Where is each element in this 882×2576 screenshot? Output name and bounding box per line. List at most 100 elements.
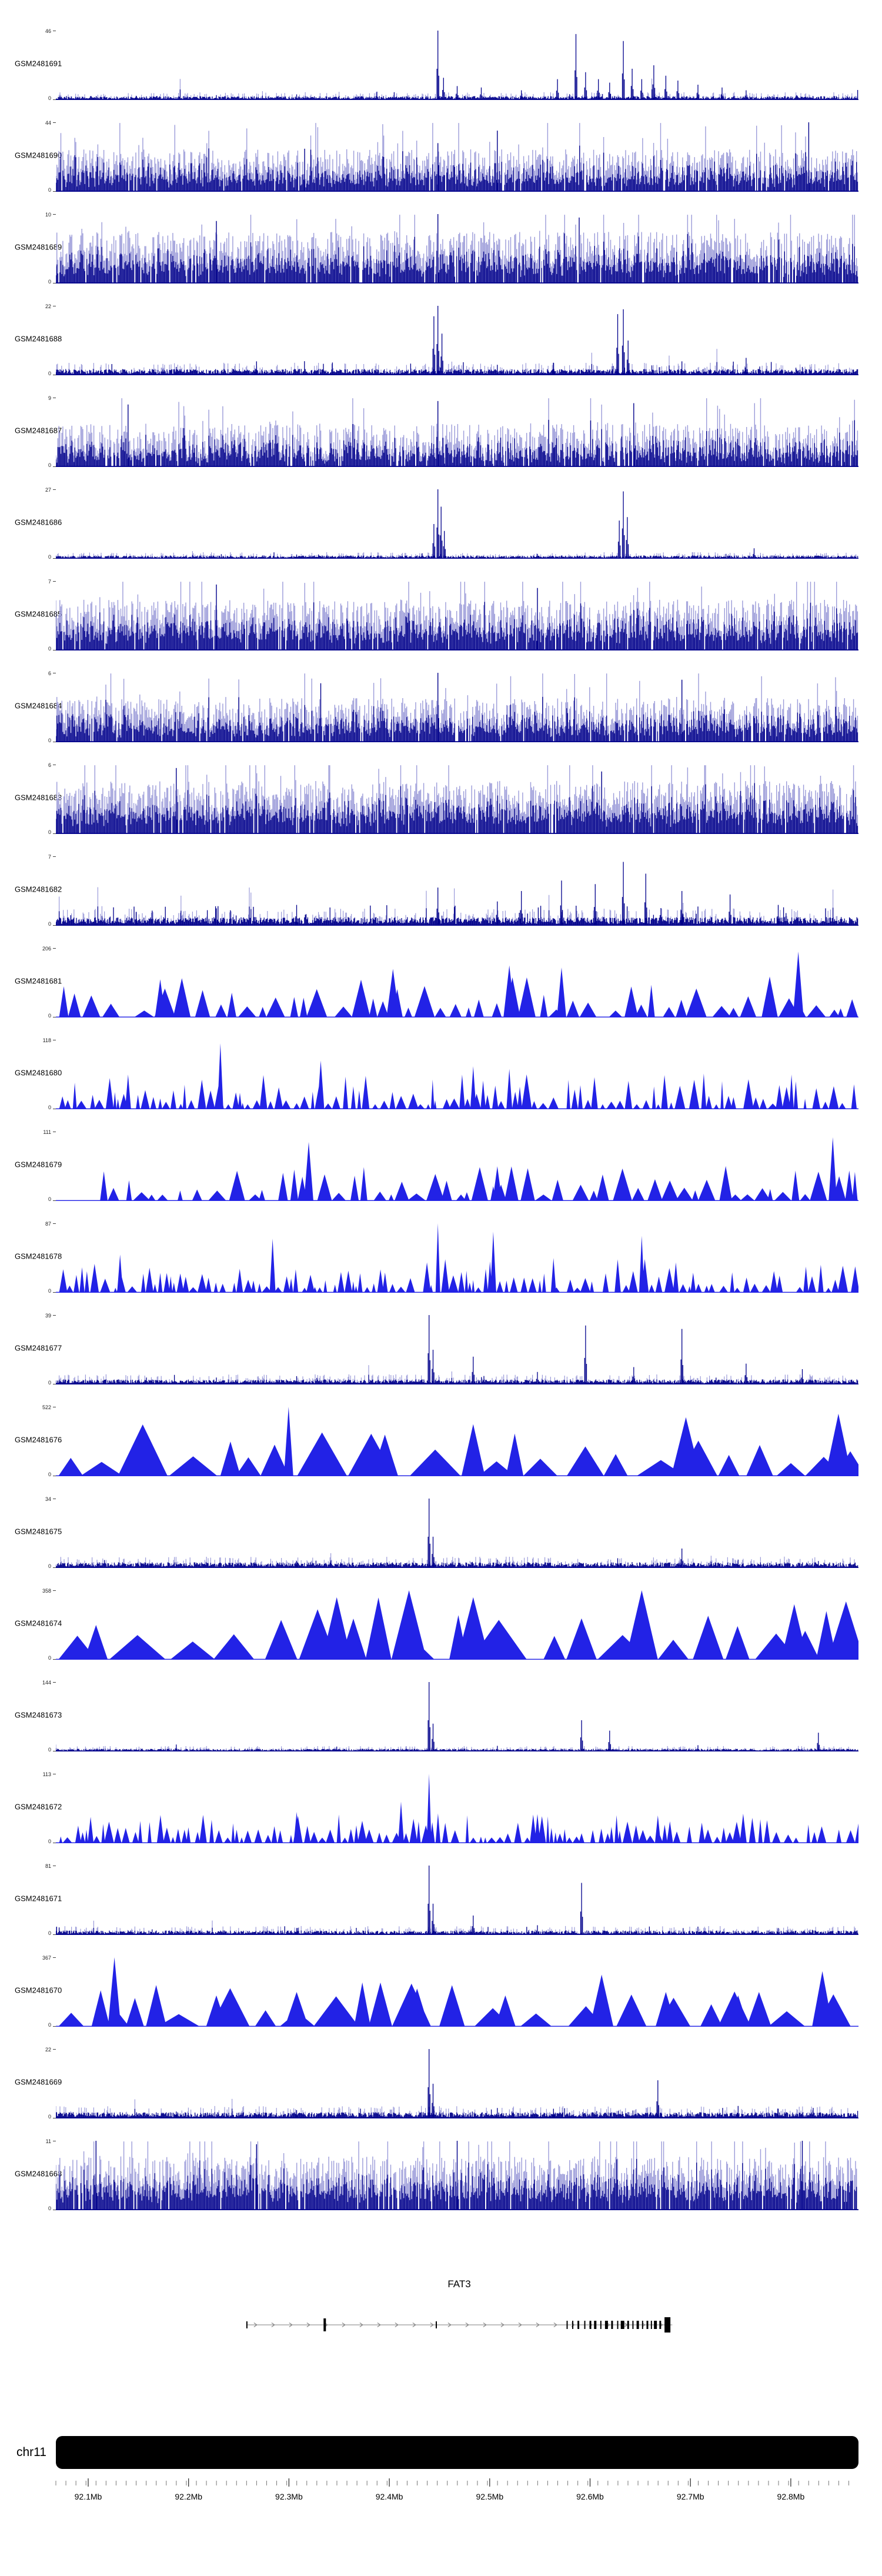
y-axis-tick-top xyxy=(53,948,56,949)
track-ymax-label: 144 xyxy=(42,1680,51,1686)
track-ymax-label: 46 xyxy=(45,28,51,34)
track-ymin-label: 0 xyxy=(48,829,51,835)
track-label: GSM2481680 xyxy=(15,1068,62,1077)
track-ymax-label: 358 xyxy=(42,1588,51,1594)
track-ymin-label: 0 xyxy=(48,921,51,927)
ruler-label: 92.3Mb xyxy=(275,2492,303,2501)
track-signal xyxy=(56,1315,858,1384)
track-label: GSM2481682 xyxy=(15,885,62,894)
gene-exons xyxy=(246,2317,671,2333)
gene-annotation-section: FAT3 xyxy=(0,2220,882,2341)
track-ymin-label: 0 xyxy=(48,1196,51,1202)
track-label: GSM2481674 xyxy=(15,1619,62,1628)
track-ymin-label: 0 xyxy=(48,462,51,468)
tracks-container: GSM2481691 46 0 GSM2481690 44 0 GSM2481689 10 0 G… xyxy=(0,28,882,2211)
track-label: GSM2481690 xyxy=(15,151,62,160)
track-row-gsm2481678: GSM2481678 87 0 xyxy=(0,1210,882,1302)
y-axis-tick-top xyxy=(53,1590,56,1591)
track-row-gsm2481686: GSM2481686 27 0 xyxy=(0,476,882,568)
track-label: GSM2481676 xyxy=(15,1435,62,1444)
track-ymax-label: 10 xyxy=(45,212,51,218)
ruler-label: 92.7Mb xyxy=(677,2492,704,2501)
track-plot: 22 0 xyxy=(45,304,858,376)
track-ymin-label: 0 xyxy=(48,1563,51,1569)
track-label: GSM2481687 xyxy=(15,426,62,435)
y-axis-tick-top xyxy=(53,581,56,582)
track-ymax-label: 7 xyxy=(48,579,51,585)
y-axis-tick-top xyxy=(53,214,56,215)
track-signal xyxy=(56,398,858,467)
y-axis-tick-top xyxy=(53,122,56,123)
track-signal xyxy=(56,673,858,742)
ruler-label: 92.8Mb xyxy=(777,2492,805,2501)
track-signal xyxy=(56,489,858,559)
track-signal xyxy=(56,862,858,926)
y-axis-tick-bottom xyxy=(53,558,56,559)
track-ymin-label: 0 xyxy=(48,1655,51,1661)
track-plot: 522 0 xyxy=(42,1405,858,1477)
track-label: GSM2481678 xyxy=(15,1252,62,1261)
gene-name-label: FAT3 xyxy=(447,2278,471,2290)
track-ymin-label: 0 xyxy=(48,371,51,376)
track-signal xyxy=(56,31,858,100)
track-ymax-label: 206 xyxy=(42,946,51,952)
track-ymax-label: 11 xyxy=(45,2138,51,2144)
genomic-ruler: 92.1Mb 92.2Mb 92.3Mb 92.4Mb 92.5Mb 92.6Mb 92.7… xyxy=(0,2478,882,2525)
track-ymax-label: 111 xyxy=(43,1129,51,1135)
track-label: GSM2481670 xyxy=(15,1986,62,1995)
track-row-gsm2481669: GSM2481669 22 0 xyxy=(0,2036,882,2128)
track-label: GSM2481668 xyxy=(15,2169,62,2178)
track-label: GSM2481669 xyxy=(15,2077,62,2087)
track-row-gsm2481672: GSM2481672 113 0 xyxy=(0,1761,882,1853)
track-row-gsm2481676: GSM2481676 522 0 xyxy=(0,1394,882,1486)
track-ymax-label: 39 xyxy=(45,1313,51,1319)
track-plot: 22 0 xyxy=(45,2047,858,2120)
track-signal xyxy=(56,306,858,375)
y-axis-tick-bottom xyxy=(53,833,56,834)
track-signal xyxy=(56,214,858,283)
y-axis-tick-bottom xyxy=(53,466,56,467)
track-row-gsm2481680: GSM2481680 118 0 xyxy=(0,1027,882,1119)
track-label: GSM2481671 xyxy=(15,1894,62,1903)
track-row-gsm2481688: GSM2481688 22 0 xyxy=(0,293,882,385)
track-ymax-label: 6 xyxy=(48,762,51,768)
track-signal xyxy=(56,122,858,192)
track-ymax-label: 27 xyxy=(45,487,51,493)
ruler-label: 92.2Mb xyxy=(175,2492,202,2501)
track-plot: 144 0 xyxy=(42,1680,858,1753)
track-label: GSM2481679 xyxy=(15,1160,62,1169)
track-plot: 358 0 xyxy=(42,1589,858,1661)
track-ymin-label: 0 xyxy=(48,2114,51,2120)
track-plot: 87 0 xyxy=(45,1222,858,1294)
track-row-gsm2481673: GSM2481673 144 0 xyxy=(0,1669,882,1761)
track-row-gsm2481689: GSM2481689 10 0 xyxy=(0,201,882,293)
track-signal xyxy=(56,1137,858,1201)
track-row-gsm2481675: GSM2481675 34 0 xyxy=(0,1486,882,1577)
track-ymin-label: 0 xyxy=(48,554,51,560)
track-ymax-label: 87 xyxy=(45,1221,51,1227)
chromosome-label: chr11 xyxy=(16,2445,46,2459)
track-row-gsm2481682: GSM2481682 7 0 xyxy=(0,843,882,935)
track-signal xyxy=(56,1957,858,2027)
track-plot: 367 0 xyxy=(42,1956,858,2028)
track-ymax-label: 44 xyxy=(45,120,51,126)
track-plot: 11 0 xyxy=(46,2139,858,2211)
y-axis-tick-bottom xyxy=(53,191,56,192)
ruler-label: 92.6Mb xyxy=(576,2492,604,2501)
ruler-ticks: 92.1Mb 92.2Mb 92.3Mb 92.4Mb 92.5Mb 92.6Mb 92.7… xyxy=(55,2478,850,2501)
track-ymin-label: 0 xyxy=(48,279,51,285)
track-label: GSM2481686 xyxy=(15,518,62,527)
track-plot: 10 0 xyxy=(45,212,858,285)
track-ymax-label: 367 xyxy=(42,1955,51,1961)
track-ymax-label: 6 xyxy=(48,670,51,676)
track-ymin-label: 0 xyxy=(48,1747,51,1753)
track-plot: 34 0 xyxy=(45,1497,858,1569)
track-row-gsm2481684: GSM2481684 6 0 xyxy=(0,660,882,752)
track-signal xyxy=(56,765,858,834)
track-row-gsm2481671: GSM2481671 81 0 xyxy=(0,1853,882,1944)
